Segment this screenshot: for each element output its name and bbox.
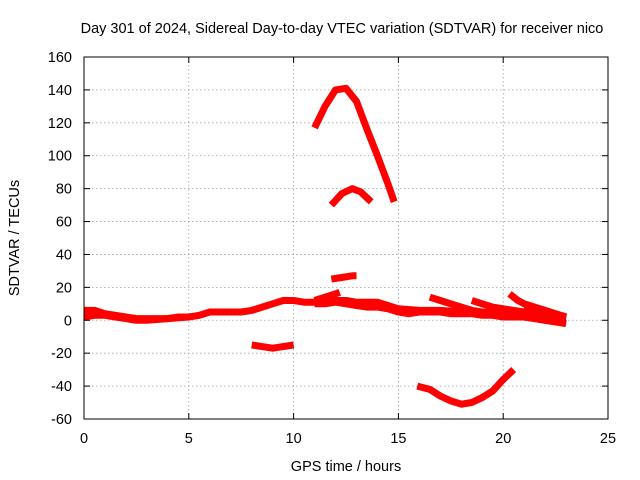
- plot-frame: [83, 56, 609, 420]
- y-axis-label: SDTVAR / TECUs: [7, 180, 23, 296]
- series-peak-arc: [311, 84, 398, 203]
- series-small-rise-arc: [313, 289, 341, 304]
- series-trough-arc: [416, 367, 517, 408]
- grid-layer: [84, 57, 608, 419]
- y-tick-label: 60: [56, 215, 72, 231]
- x-axis-label: GPS time / hours: [291, 459, 401, 475]
- y-tick-label: 120: [48, 116, 72, 132]
- y-tick-label: -20: [51, 346, 72, 362]
- y-tick-label: 40: [56, 247, 72, 263]
- series-baseline-arc-low: [83, 311, 190, 324]
- series-hump-arc: [366, 298, 400, 314]
- series-late-arc-a: [428, 293, 567, 328]
- x-tick-label: 5: [185, 431, 193, 447]
- y-tick-label: -60: [51, 412, 72, 428]
- x-tick-label: 10: [286, 431, 302, 447]
- y-tick-label: 100: [48, 149, 72, 165]
- y-tick-label: 140: [48, 83, 72, 99]
- series-dip-arc: [251, 341, 295, 352]
- y-tick-label: 80: [56, 182, 72, 198]
- y-tick-label: -40: [51, 379, 72, 395]
- x-tick-label: 15: [390, 431, 406, 447]
- series-late-arc-d: [523, 303, 567, 321]
- series-secondary-peak-arc: [328, 185, 374, 208]
- y-tick-label: 20: [56, 280, 72, 296]
- traces-layer: [83, 84, 568, 408]
- y-tick-label: 0: [64, 313, 72, 329]
- ticks-layer: 0 5 10 15 20 25 -60 -40 -20 0 20 40 60 80 100 120 140 160: [48, 50, 616, 447]
- x-tick-label: 25: [600, 431, 616, 447]
- series-short-segment-25: [330, 272, 357, 283]
- x-tick-label: 20: [495, 431, 511, 447]
- x-tick-label: 0: [80, 431, 88, 447]
- chart-title: Day 301 of 2024, Sidereal Day-to-day VTE…: [81, 21, 604, 37]
- y-tick-label: 160: [48, 50, 72, 66]
